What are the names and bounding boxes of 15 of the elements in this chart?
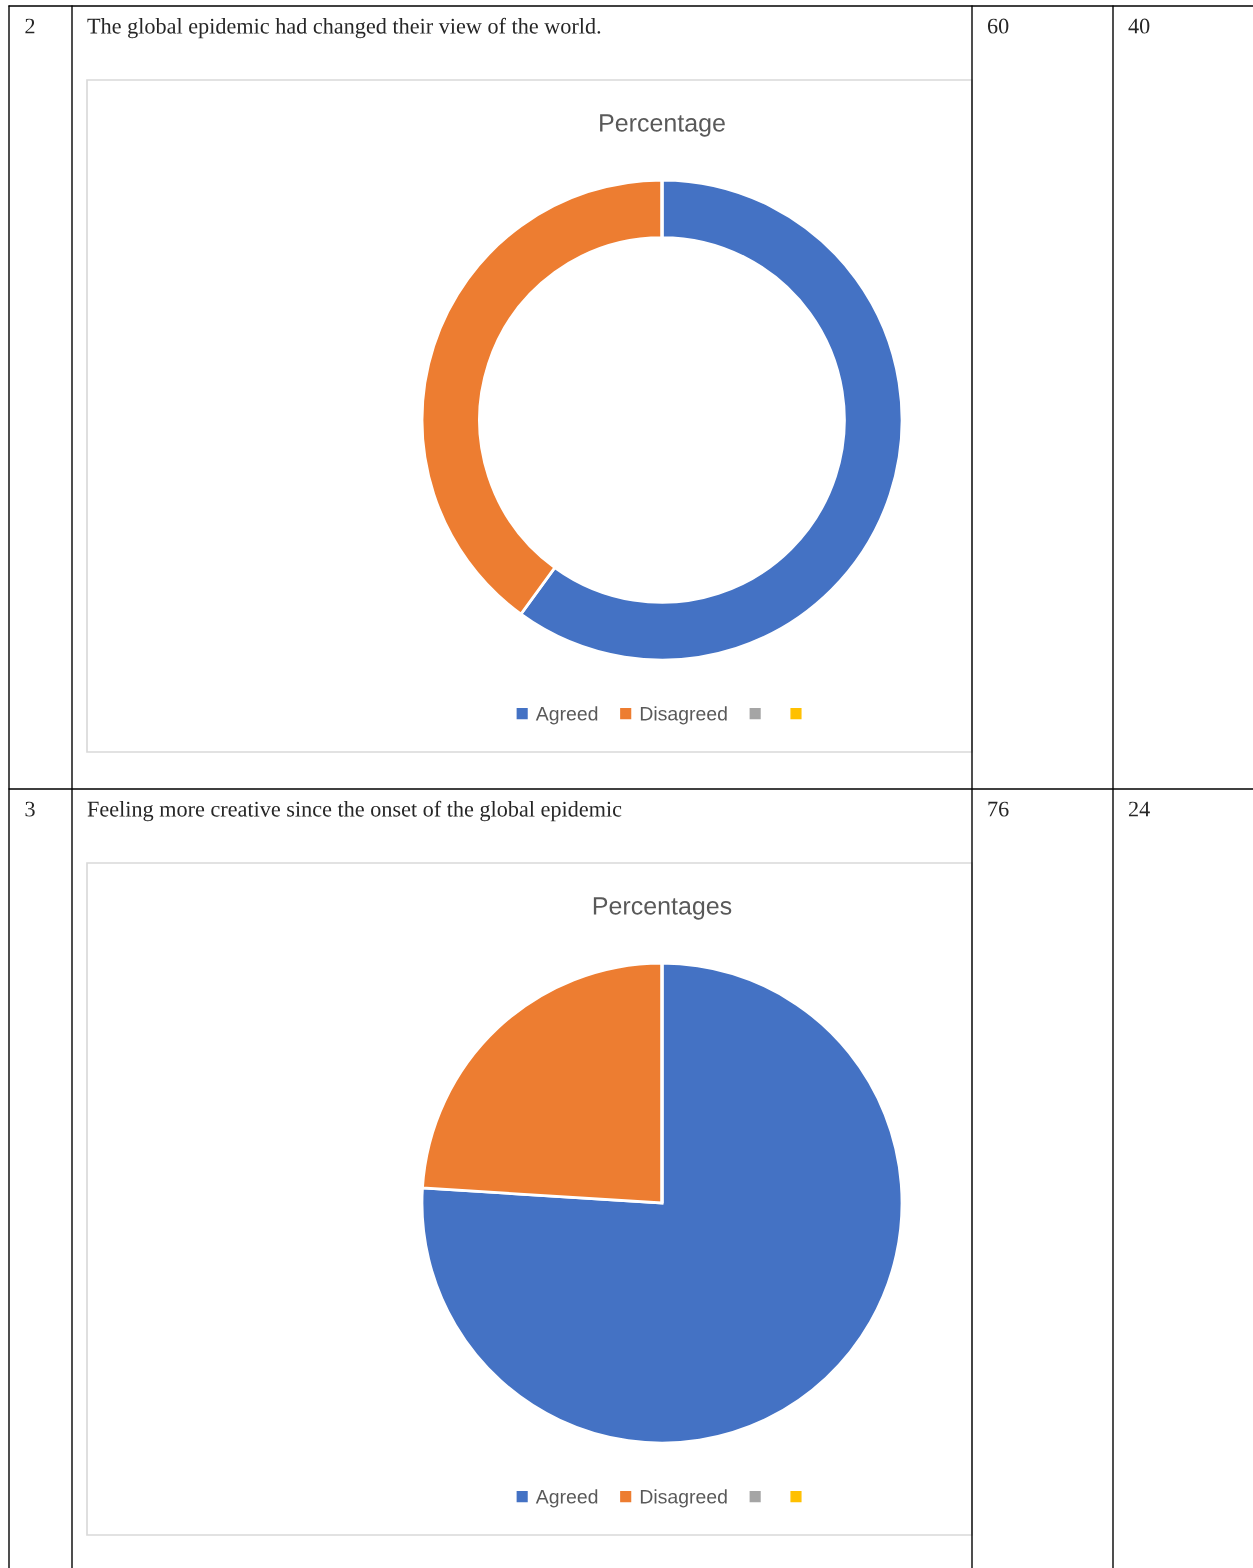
legend-label: Agreed <box>535 1489 598 1508</box>
chart-title: Percentage <box>600 114 725 137</box>
pie-slice <box>420 961 904 1445</box>
legend-label: Disagreed <box>640 1489 727 1508</box>
text: 24 <box>1128 801 1150 817</box>
chart-subtitle: The global epidemic had changed their view of the world. <box>87 17 601 39</box>
chart-title: Percentages <box>593 897 732 920</box>
text: 40 <box>1128 18 1150 34</box>
text: 76 <box>988 801 1009 817</box>
chart-subtitle: Feeling more creative since the onset of the global epidemic <box>87 800 622 822</box>
legend-label: Disagreed <box>640 706 727 725</box>
legend-label: Agreed <box>535 706 598 725</box>
text: 3 <box>25 801 35 817</box>
text: 2 <box>25 18 35 34</box>
text: 60 <box>987 18 1009 34</box>
